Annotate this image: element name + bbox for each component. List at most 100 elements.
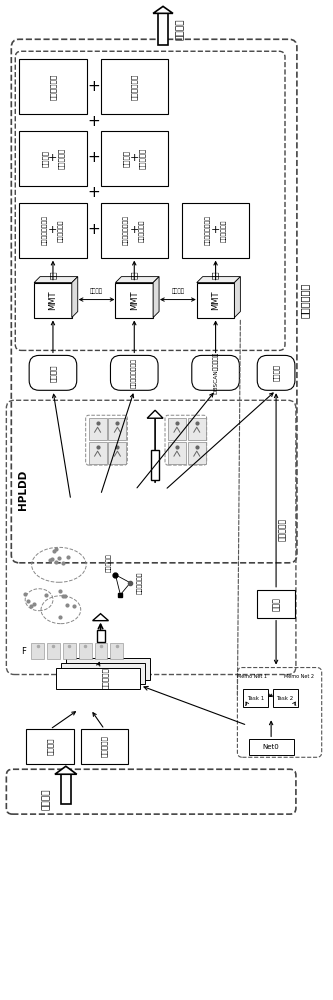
Polygon shape [197, 277, 240, 283]
Text: +: + [130, 225, 139, 235]
Text: 分类损失: 分类损失 [123, 150, 130, 167]
Text: 标签数据: 标签数据 [50, 364, 56, 382]
Text: 金属中心损失: 金属中心损失 [131, 74, 138, 100]
Text: +: + [87, 114, 100, 129]
Text: Memo Net 2: Memo Net 2 [284, 674, 314, 679]
Bar [257, 590, 295, 618]
Bar [168, 442, 186, 464]
Text: +: + [87, 79, 100, 94]
Bar [109, 442, 126, 464]
Bar [197, 283, 234, 318]
Polygon shape [234, 277, 240, 318]
Bar [101, 59, 168, 114]
Text: DBSCAN伪标签数据: DBSCAN伪标签数据 [213, 352, 218, 394]
Bar [243, 689, 268, 707]
Bar [19, 131, 87, 186]
Bar [109, 418, 126, 440]
Text: 软三元组损失: 软三元组损失 [221, 219, 226, 242]
Text: +: + [87, 150, 100, 165]
Bar [111, 643, 123, 659]
Text: Task 1: Task 1 [247, 696, 264, 701]
Text: 软三元组损失: 软三元组损失 [58, 219, 64, 242]
Bar [26, 729, 74, 764]
Bar [19, 203, 87, 258]
Polygon shape [93, 614, 109, 621]
Polygon shape [116, 277, 159, 283]
Bar [61, 774, 71, 804]
Text: +: + [48, 225, 58, 235]
Polygon shape [72, 277, 78, 318]
Text: 类间距离损失: 类间距离损失 [50, 74, 56, 100]
Bar [158, 13, 168, 45]
Polygon shape [56, 668, 140, 689]
Text: 选择器: 选择器 [272, 597, 281, 611]
Polygon shape [147, 410, 163, 418]
Text: +: + [211, 225, 220, 235]
Bar [31, 643, 44, 659]
Text: +: + [130, 153, 139, 163]
Text: MMT: MMT [211, 290, 220, 310]
Text: 无标签数据: 无标签数据 [101, 735, 108, 757]
Bar [97, 630, 105, 642]
FancyBboxPatch shape [257, 355, 295, 390]
Text: +: + [87, 222, 100, 237]
Bar [182, 203, 249, 258]
Bar [81, 729, 128, 764]
Bar [249, 739, 294, 755]
Text: HPLDD: HPLDD [18, 470, 28, 510]
Text: 摄像数据: 摄像数据 [273, 364, 279, 381]
Text: 硬样本三元组损失: 硬样本三元组损失 [205, 215, 210, 245]
Text: 共享权重: 共享权重 [171, 289, 184, 294]
Text: 标签数据: 标签数据 [47, 738, 53, 755]
Text: Net0: Net0 [263, 744, 279, 750]
Bar [47, 643, 60, 659]
Text: 最近邻标签数据集: 最近邻标签数据集 [132, 358, 137, 388]
FancyBboxPatch shape [111, 355, 158, 390]
Text: +: + [87, 185, 100, 200]
Text: 软三元组损失: 软三元组损失 [140, 219, 145, 242]
Text: 减损: 减损 [50, 270, 56, 279]
Polygon shape [66, 658, 150, 680]
Text: 共享权重: 共享权重 [90, 289, 103, 294]
Bar [89, 418, 107, 440]
Bar [116, 283, 153, 318]
Bar [79, 643, 92, 659]
Text: +: + [48, 153, 58, 163]
Text: 上轮训练: 上轮训练 [42, 788, 51, 810]
Bar [95, 643, 108, 659]
Text: 分支学习框架: 分支学习框架 [300, 283, 310, 318]
Text: 硬样本三元组损失: 硬样本三元组损失 [124, 215, 129, 245]
Polygon shape [55, 766, 77, 774]
Polygon shape [61, 663, 145, 684]
Text: 下轮训练: 下轮训练 [176, 19, 185, 40]
Text: 减损: 减损 [131, 270, 138, 279]
Text: 聚类数据库: 聚类数据库 [106, 553, 111, 572]
Text: 硬样本三元组损失: 硬样本三元组损失 [42, 215, 48, 245]
FancyBboxPatch shape [29, 355, 77, 390]
Bar [101, 203, 168, 258]
Bar [188, 418, 206, 440]
Text: 特征提取器: 特征提取器 [102, 668, 109, 689]
Text: 无标签数据库: 无标签数据库 [138, 572, 143, 594]
Bar [89, 442, 107, 464]
Bar [188, 442, 206, 464]
Text: MMT: MMT [49, 290, 58, 310]
Polygon shape [153, 6, 173, 13]
Text: 软分类损失: 软分类损失 [58, 148, 64, 169]
Text: 分类损失: 分类损失 [42, 150, 48, 167]
Polygon shape [34, 277, 78, 283]
Text: Task 2: Task 2 [276, 696, 294, 701]
Text: 特征空间回: 特征空间回 [277, 518, 286, 541]
Bar [168, 418, 186, 440]
Text: 减损: 减损 [212, 270, 219, 279]
Text: MMT: MMT [130, 290, 139, 310]
Polygon shape [153, 277, 159, 318]
Bar [34, 283, 72, 318]
Bar [273, 689, 298, 707]
Bar [63, 643, 76, 659]
Bar [19, 59, 87, 114]
FancyBboxPatch shape [192, 355, 239, 390]
Bar [101, 131, 168, 186]
Text: F: F [21, 647, 26, 656]
Bar [151, 450, 159, 480]
